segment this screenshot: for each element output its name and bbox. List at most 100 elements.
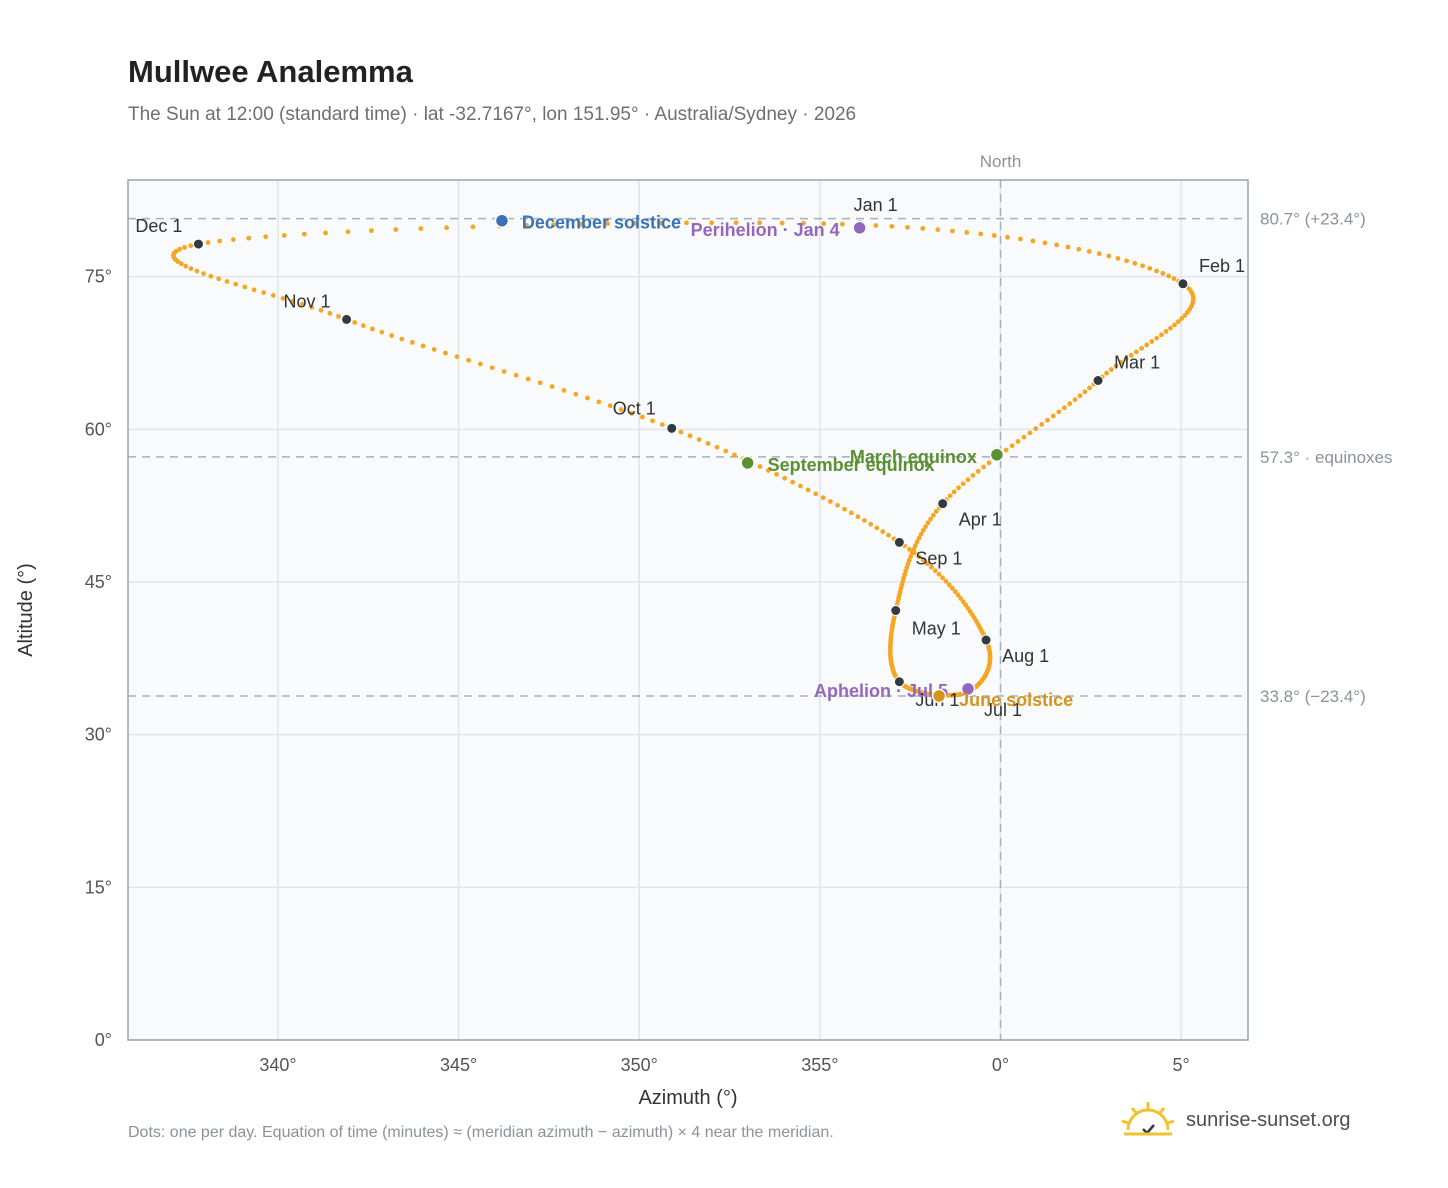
event-label: March equinox	[850, 447, 977, 467]
day-dot	[684, 220, 689, 226]
month-point	[890, 605, 902, 617]
day-dot	[618, 407, 624, 412]
month-point	[666, 422, 678, 434]
day-dot	[779, 220, 785, 226]
event-label: June solstice	[959, 690, 1073, 710]
day-dot	[263, 234, 269, 240]
day-dot	[924, 561, 930, 567]
day-dot	[1128, 352, 1134, 358]
day-dot	[911, 550, 917, 556]
day-dot	[880, 529, 886, 534]
day-dot	[188, 266, 194, 272]
day-dot	[757, 464, 763, 469]
day-dot	[1140, 263, 1145, 269]
day-dot	[801, 220, 806, 226]
day-dot	[951, 489, 957, 495]
day-dot	[201, 271, 206, 276]
month-point	[341, 313, 353, 325]
month-point	[937, 498, 949, 510]
day-dot	[1072, 397, 1078, 403]
day-dot	[551, 222, 556, 228]
day-dot	[1061, 405, 1067, 411]
day-dot	[281, 233, 287, 238]
day-dot	[501, 369, 507, 374]
day-dot	[443, 350, 448, 356]
day-dot	[205, 240, 211, 245]
event-label: Perihelion · Jan 4	[691, 220, 840, 240]
day-dot	[821, 221, 827, 227]
day-dot	[916, 554, 922, 559]
day-dot	[936, 571, 942, 577]
day-dot	[1005, 234, 1010, 240]
day-dot	[889, 223, 895, 229]
reference-label: 57.3° · equinoxes	[1260, 448, 1393, 467]
day-dot	[650, 418, 655, 424]
day-dot	[1067, 401, 1073, 407]
day-dot	[1021, 434, 1027, 440]
day-dot	[1163, 329, 1169, 334]
day-dot	[918, 531, 924, 537]
month-label: Sep 1	[915, 548, 962, 568]
day-dot	[323, 230, 328, 236]
day-dot	[549, 384, 555, 389]
day-dot	[1030, 238, 1036, 244]
x-tick-label: 340°	[259, 1055, 296, 1075]
day-dot	[798, 483, 803, 489]
day-dot	[1045, 417, 1050, 423]
day-dot	[1054, 242, 1060, 248]
day-dot	[489, 365, 495, 371]
day-dot	[932, 568, 938, 574]
brand[interactable]: sunrise-sunset.org	[1120, 1100, 1351, 1140]
event-point	[740, 455, 755, 471]
day-dot	[840, 221, 845, 227]
day-dot	[251, 287, 257, 293]
day-dot	[805, 487, 811, 493]
day-dot	[920, 226, 926, 231]
day-dot	[1182, 312, 1188, 318]
day-dot	[955, 592, 961, 598]
month-label: Jan 1	[854, 195, 898, 215]
day-dot	[714, 444, 720, 450]
day-dot	[813, 491, 819, 497]
day-dot	[399, 336, 405, 342]
x-axis-label: Azimuth (°)	[638, 1087, 737, 1109]
day-dot	[929, 564, 934, 570]
month-point	[192, 238, 204, 250]
day-dot	[986, 460, 992, 466]
day-dot	[1154, 268, 1160, 274]
day-dot	[925, 520, 931, 526]
day-dot	[352, 320, 358, 325]
reference-lines: North 80.7° (+23.4°) 57.3° · equinoxes 33.8…	[128, 152, 1393, 1040]
month-label: May 1	[912, 619, 961, 639]
day-dot	[1086, 249, 1092, 254]
reference-label: 33.8° (−23.4°)	[1260, 687, 1366, 706]
day-dot	[242, 284, 248, 290]
day-dot	[947, 493, 953, 499]
day-dot	[946, 582, 952, 588]
day-dot	[923, 524, 928, 530]
day-dot	[585, 395, 590, 401]
day-dot	[659, 422, 665, 428]
event-label: September equinox	[768, 455, 935, 475]
day-dot	[1009, 443, 1015, 449]
chart-subtitle: The Sun at 12:00 (standard time) · lat -…	[128, 104, 857, 125]
day-dot	[912, 543, 918, 548]
day-dot	[1027, 430, 1033, 436]
day-dot	[687, 433, 693, 439]
axes: 340° 345° 350° 355° 0° 5° 0° 15° 30° 45° 60° 75°	[85, 267, 1190, 1075]
event-point	[931, 688, 947, 704]
day-dot	[1149, 339, 1155, 344]
y-tick-label: 15°	[85, 877, 112, 897]
day-dot	[639, 414, 645, 420]
day-dot	[444, 225, 450, 231]
day-dot	[658, 220, 664, 226]
day-dot	[991, 233, 997, 238]
day-dot	[418, 226, 424, 231]
day-dot	[379, 329, 385, 335]
day-dot	[607, 403, 613, 409]
day-dot	[963, 602, 969, 608]
day-dot	[1050, 413, 1056, 419]
day-dot	[194, 268, 200, 274]
month-label: Jul 1	[984, 700, 1022, 720]
day-dot	[1082, 389, 1088, 395]
